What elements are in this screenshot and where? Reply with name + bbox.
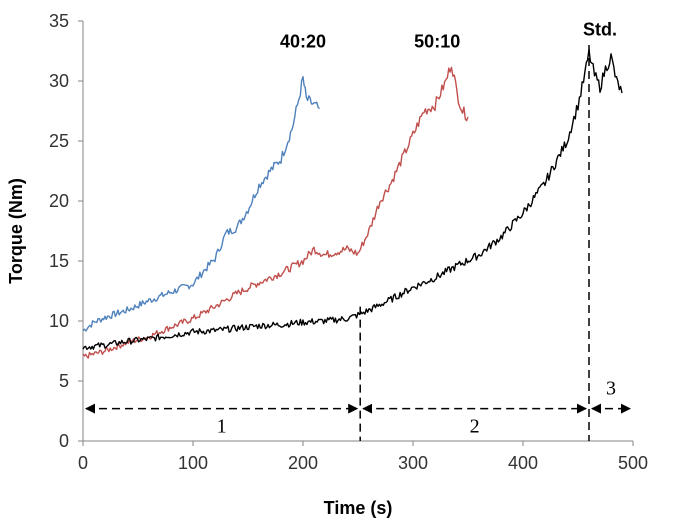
y-tick-label: 15 — [49, 251, 69, 271]
y-tick-label: 0 — [59, 431, 69, 451]
x-tick-label: 200 — [288, 453, 318, 473]
y-tick-label: 5 — [59, 371, 69, 391]
series-lines — [82, 48, 623, 359]
y-tick-label: 20 — [49, 191, 69, 211]
x-tick-label: 400 — [508, 453, 538, 473]
y-tick-label: 30 — [49, 71, 69, 91]
phase-label: 2 — [470, 416, 480, 438]
axes — [82, 21, 633, 442]
series-label: 50:10 — [414, 31, 460, 51]
x-tick-label: 500 — [618, 453, 648, 473]
x-axis-title: Time (s) — [324, 498, 393, 518]
series-line-50-10 — [82, 66, 469, 359]
phase-label: 3 — [606, 378, 616, 400]
series-labels: 40:20 50:10 Std. — [280, 19, 617, 51]
x-tick-label: 300 — [398, 453, 428, 473]
y-tick-label: 35 — [49, 11, 69, 31]
x-tick-labels: 0 100 200 300 400 500 — [78, 441, 648, 473]
phase-markers: 1 2 3 — [85, 45, 631, 441]
series-label: 40:20 — [280, 31, 326, 51]
y-tick-labels: 0 5 10 15 20 25 30 35 — [49, 11, 83, 451]
y-axis-title: Torque (Nm) — [6, 178, 26, 284]
y-tick-label: 25 — [49, 131, 69, 151]
series-line-std — [82, 48, 623, 350]
x-tick-label: 0 — [78, 453, 88, 473]
series-label: Std. — [583, 19, 617, 39]
phase-label: 1 — [217, 416, 227, 438]
series-line-40-20 — [82, 75, 320, 332]
y-tick-label: 10 — [49, 311, 69, 331]
x-tick-label: 100 — [178, 453, 208, 473]
